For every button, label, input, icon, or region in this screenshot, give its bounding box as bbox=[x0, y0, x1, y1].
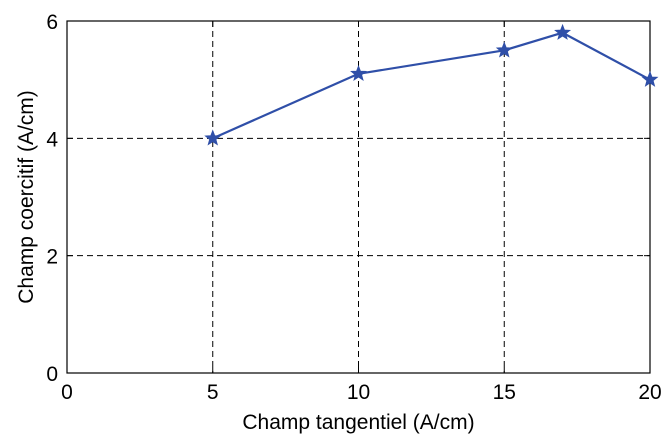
x-tick-label: 5 bbox=[207, 381, 219, 404]
y-tick-label: 4 bbox=[46, 128, 58, 151]
y-tick-label: 0 bbox=[46, 363, 58, 386]
data-point-star bbox=[641, 70, 659, 87]
x-tick-label: 15 bbox=[493, 381, 516, 404]
series-layer bbox=[204, 23, 659, 146]
y-tick-label: 2 bbox=[46, 246, 58, 269]
data-point-star bbox=[495, 41, 513, 58]
data-point-star bbox=[554, 23, 572, 40]
data-point-star bbox=[204, 129, 222, 146]
axis-ticks: 0 5 10 15 20 0 2 4 6 bbox=[46, 11, 661, 404]
y-axis-label: Champ coercitif (A/cm) bbox=[15, 90, 38, 304]
series-line bbox=[212, 31, 651, 140]
x-axis-label: Champ tangentiel (A/cm) bbox=[242, 411, 474, 434]
grid-lines bbox=[67, 21, 650, 373]
data-point-star bbox=[350, 64, 367, 82]
x-tick-label: 10 bbox=[347, 381, 370, 404]
y-tick-label: 6 bbox=[46, 11, 58, 34]
x-tick-label: 20 bbox=[638, 381, 661, 404]
x-tick-label: 0 bbox=[61, 381, 73, 404]
